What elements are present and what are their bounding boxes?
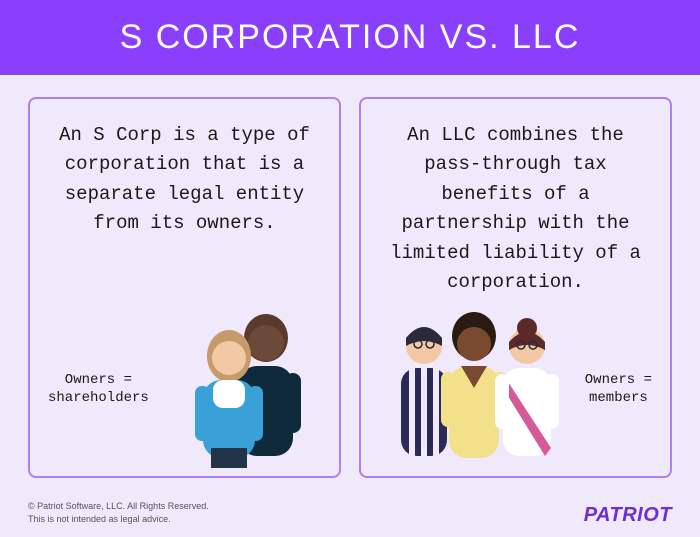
- two-people-icon: [171, 298, 321, 468]
- page-title-bar: S CORPORATION VS. LLC: [0, 0, 700, 75]
- brand-logo: PATRIOT: [584, 504, 672, 527]
- llc-owner-label: Owners = members: [585, 371, 652, 467]
- llc-lower-row: Owners = members: [379, 298, 652, 468]
- legal-block: © Patriot Software, LLC. All Rights Rese…: [28, 500, 209, 527]
- s-corp-owner-label: Owners = shareholders: [48, 371, 149, 467]
- page-title: S CORPORATION VS. LLC: [120, 18, 581, 56]
- three-people-icon: [379, 298, 569, 468]
- panel-s-corp: An S Corp is a type of corporation that …: [28, 97, 341, 478]
- disclaimer-text: This is not intended as legal advice.: [28, 513, 209, 527]
- s-corp-lower-row: Owners = shareholders: [48, 298, 321, 468]
- comparison-panels: An S Corp is a type of corporation that …: [0, 75, 700, 492]
- panel-llc: An LLC combines the pass-through tax ben…: [359, 97, 672, 478]
- s-corp-description: An S Corp is a type of corporation that …: [48, 121, 321, 239]
- llc-description: An LLC combines the pass-through tax ben…: [379, 121, 652, 298]
- page-footer: © Patriot Software, LLC. All Rights Rese…: [0, 492, 700, 537]
